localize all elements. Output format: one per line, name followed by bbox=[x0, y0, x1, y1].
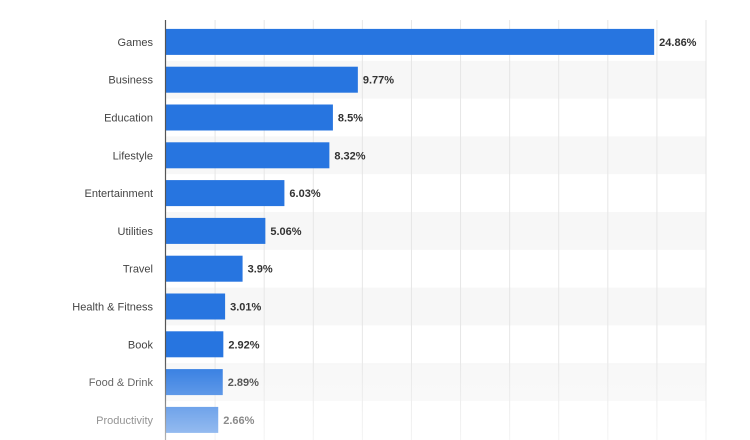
category-label: Utilities bbox=[118, 226, 154, 238]
bar[interactable] bbox=[166, 406, 219, 433]
bar[interactable] bbox=[166, 104, 333, 131]
category-label: Food & Drink bbox=[89, 377, 154, 389]
category-label: Lifestyle bbox=[113, 150, 153, 162]
bar[interactable] bbox=[166, 293, 226, 320]
category-label: Productivity bbox=[96, 415, 153, 427]
bar[interactable] bbox=[166, 180, 285, 207]
value-label: 2.89% bbox=[228, 377, 259, 389]
category-label: Health & Fitness bbox=[72, 302, 153, 314]
bars bbox=[166, 28, 655, 433]
value-label: 9.77% bbox=[363, 75, 394, 87]
category-label: Business bbox=[108, 75, 153, 87]
bar[interactable] bbox=[166, 142, 330, 169]
bar[interactable] bbox=[166, 217, 266, 244]
value-label: 2.66% bbox=[223, 415, 254, 427]
value-label: 24.86% bbox=[659, 37, 697, 49]
category-label: Travel bbox=[123, 264, 153, 276]
value-label: 8.5% bbox=[338, 113, 363, 125]
value-label: 3.01% bbox=[230, 302, 261, 314]
bar[interactable] bbox=[166, 331, 224, 358]
category-label: Entertainment bbox=[85, 188, 153, 200]
value-label: 2.92% bbox=[228, 339, 259, 351]
bar[interactable] bbox=[166, 66, 358, 93]
bar[interactable] bbox=[166, 28, 655, 55]
category-label: Book bbox=[128, 339, 154, 351]
value-label: 8.32% bbox=[334, 150, 365, 162]
category-label: Games bbox=[118, 37, 154, 49]
value-label: 3.9% bbox=[248, 264, 273, 276]
bar[interactable] bbox=[166, 369, 223, 396]
row-band bbox=[166, 287, 706, 326]
bar[interactable] bbox=[166, 255, 243, 282]
value-label: 6.03% bbox=[289, 188, 320, 200]
value-label: 5.06% bbox=[270, 226, 301, 238]
category-labels: Games Business Education Lifestyle Entertain… bbox=[72, 37, 153, 427]
category-label: Education bbox=[104, 113, 153, 125]
